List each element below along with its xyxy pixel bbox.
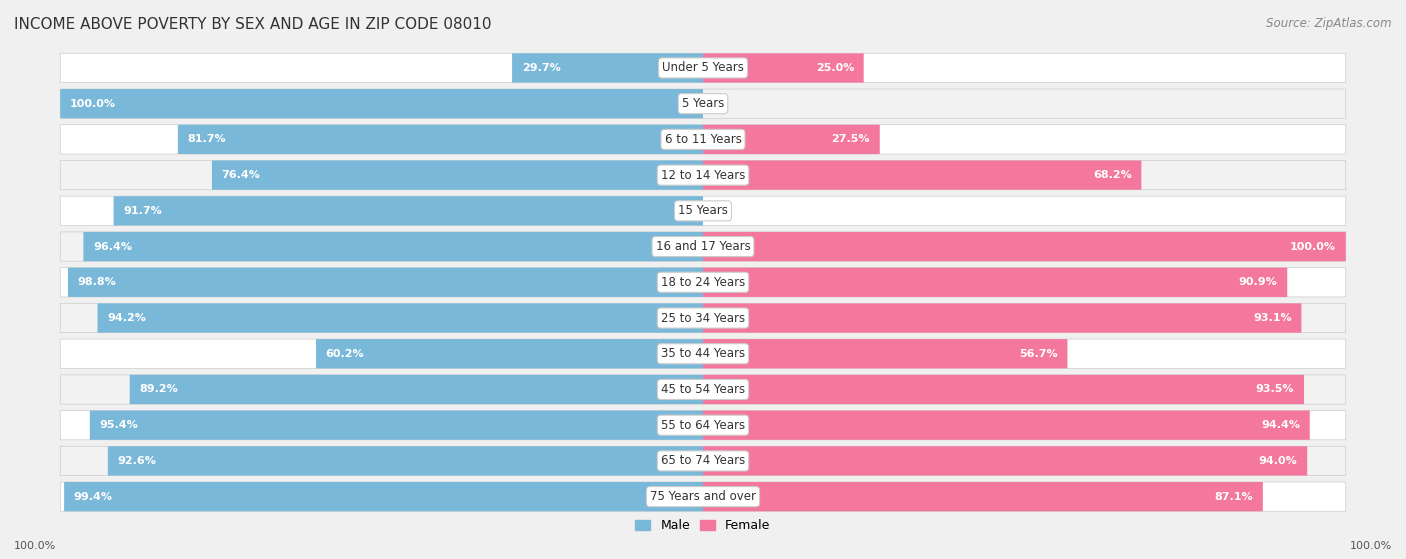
FancyBboxPatch shape xyxy=(60,53,1346,83)
Text: 93.5%: 93.5% xyxy=(1256,385,1295,395)
Text: 35 to 44 Years: 35 to 44 Years xyxy=(661,347,745,360)
Text: 45 to 54 Years: 45 to 54 Years xyxy=(661,383,745,396)
FancyBboxPatch shape xyxy=(60,375,1346,404)
FancyBboxPatch shape xyxy=(512,53,703,83)
Text: 5 Years: 5 Years xyxy=(682,97,724,110)
Text: 25.0%: 25.0% xyxy=(815,63,853,73)
Text: 92.6%: 92.6% xyxy=(118,456,156,466)
Text: 12 to 14 Years: 12 to 14 Years xyxy=(661,169,745,182)
FancyBboxPatch shape xyxy=(703,482,1263,511)
FancyBboxPatch shape xyxy=(114,196,703,225)
FancyBboxPatch shape xyxy=(703,410,1310,440)
Text: 91.7%: 91.7% xyxy=(124,206,162,216)
Text: 27.5%: 27.5% xyxy=(831,134,870,144)
FancyBboxPatch shape xyxy=(703,160,1142,190)
FancyBboxPatch shape xyxy=(703,446,1308,476)
FancyBboxPatch shape xyxy=(60,125,1346,154)
Legend: Male, Female: Male, Female xyxy=(630,514,776,537)
FancyBboxPatch shape xyxy=(67,268,703,297)
FancyBboxPatch shape xyxy=(60,339,1346,368)
FancyBboxPatch shape xyxy=(60,446,1346,476)
FancyBboxPatch shape xyxy=(83,232,703,261)
Text: 75 Years and over: 75 Years and over xyxy=(650,490,756,503)
Text: 15 Years: 15 Years xyxy=(678,205,728,217)
Text: 100.0%: 100.0% xyxy=(14,541,56,551)
Text: 76.4%: 76.4% xyxy=(222,170,260,180)
FancyBboxPatch shape xyxy=(316,339,703,368)
Text: 81.7%: 81.7% xyxy=(187,134,226,144)
FancyBboxPatch shape xyxy=(60,89,703,119)
FancyBboxPatch shape xyxy=(60,232,1346,261)
FancyBboxPatch shape xyxy=(703,125,880,154)
Text: 60.2%: 60.2% xyxy=(326,349,364,359)
Text: 16 and 17 Years: 16 and 17 Years xyxy=(655,240,751,253)
Text: 90.9%: 90.9% xyxy=(1239,277,1278,287)
FancyBboxPatch shape xyxy=(703,232,1346,261)
Text: 94.0%: 94.0% xyxy=(1258,456,1298,466)
FancyBboxPatch shape xyxy=(179,125,703,154)
Text: 25 to 34 Years: 25 to 34 Years xyxy=(661,311,745,325)
FancyBboxPatch shape xyxy=(60,304,1346,333)
Text: 98.8%: 98.8% xyxy=(77,277,117,287)
FancyBboxPatch shape xyxy=(60,196,1346,225)
Text: 94.4%: 94.4% xyxy=(1261,420,1301,430)
FancyBboxPatch shape xyxy=(60,268,1346,297)
FancyBboxPatch shape xyxy=(97,304,703,333)
Text: 68.2%: 68.2% xyxy=(1092,170,1132,180)
FancyBboxPatch shape xyxy=(703,375,1303,404)
Text: Under 5 Years: Under 5 Years xyxy=(662,61,744,74)
Text: 56.7%: 56.7% xyxy=(1019,349,1057,359)
Text: 65 to 74 Years: 65 to 74 Years xyxy=(661,454,745,467)
FancyBboxPatch shape xyxy=(90,410,703,440)
FancyBboxPatch shape xyxy=(60,160,1346,190)
Text: 55 to 64 Years: 55 to 64 Years xyxy=(661,419,745,432)
FancyBboxPatch shape xyxy=(65,482,703,511)
Text: 95.4%: 95.4% xyxy=(100,420,138,430)
Text: 99.4%: 99.4% xyxy=(73,492,112,501)
Text: 93.1%: 93.1% xyxy=(1253,313,1292,323)
Text: 94.2%: 94.2% xyxy=(107,313,146,323)
FancyBboxPatch shape xyxy=(60,410,1346,440)
FancyBboxPatch shape xyxy=(108,446,703,476)
FancyBboxPatch shape xyxy=(703,268,1288,297)
Text: 6 to 11 Years: 6 to 11 Years xyxy=(665,133,741,146)
FancyBboxPatch shape xyxy=(60,482,1346,511)
FancyBboxPatch shape xyxy=(212,160,703,190)
Text: 100.0%: 100.0% xyxy=(1291,241,1336,252)
FancyBboxPatch shape xyxy=(703,53,863,83)
Text: 87.1%: 87.1% xyxy=(1215,492,1253,501)
Text: 29.7%: 29.7% xyxy=(522,63,561,73)
FancyBboxPatch shape xyxy=(703,339,1067,368)
FancyBboxPatch shape xyxy=(703,304,1302,333)
FancyBboxPatch shape xyxy=(60,89,1346,119)
Text: Source: ZipAtlas.com: Source: ZipAtlas.com xyxy=(1267,17,1392,30)
Text: 100.0%: 100.0% xyxy=(70,99,115,108)
Text: 89.2%: 89.2% xyxy=(139,385,179,395)
Text: 100.0%: 100.0% xyxy=(1350,541,1392,551)
Text: 18 to 24 Years: 18 to 24 Years xyxy=(661,276,745,289)
FancyBboxPatch shape xyxy=(129,375,703,404)
Text: INCOME ABOVE POVERTY BY SEX AND AGE IN ZIP CODE 08010: INCOME ABOVE POVERTY BY SEX AND AGE IN Z… xyxy=(14,17,492,32)
Text: 96.4%: 96.4% xyxy=(93,241,132,252)
